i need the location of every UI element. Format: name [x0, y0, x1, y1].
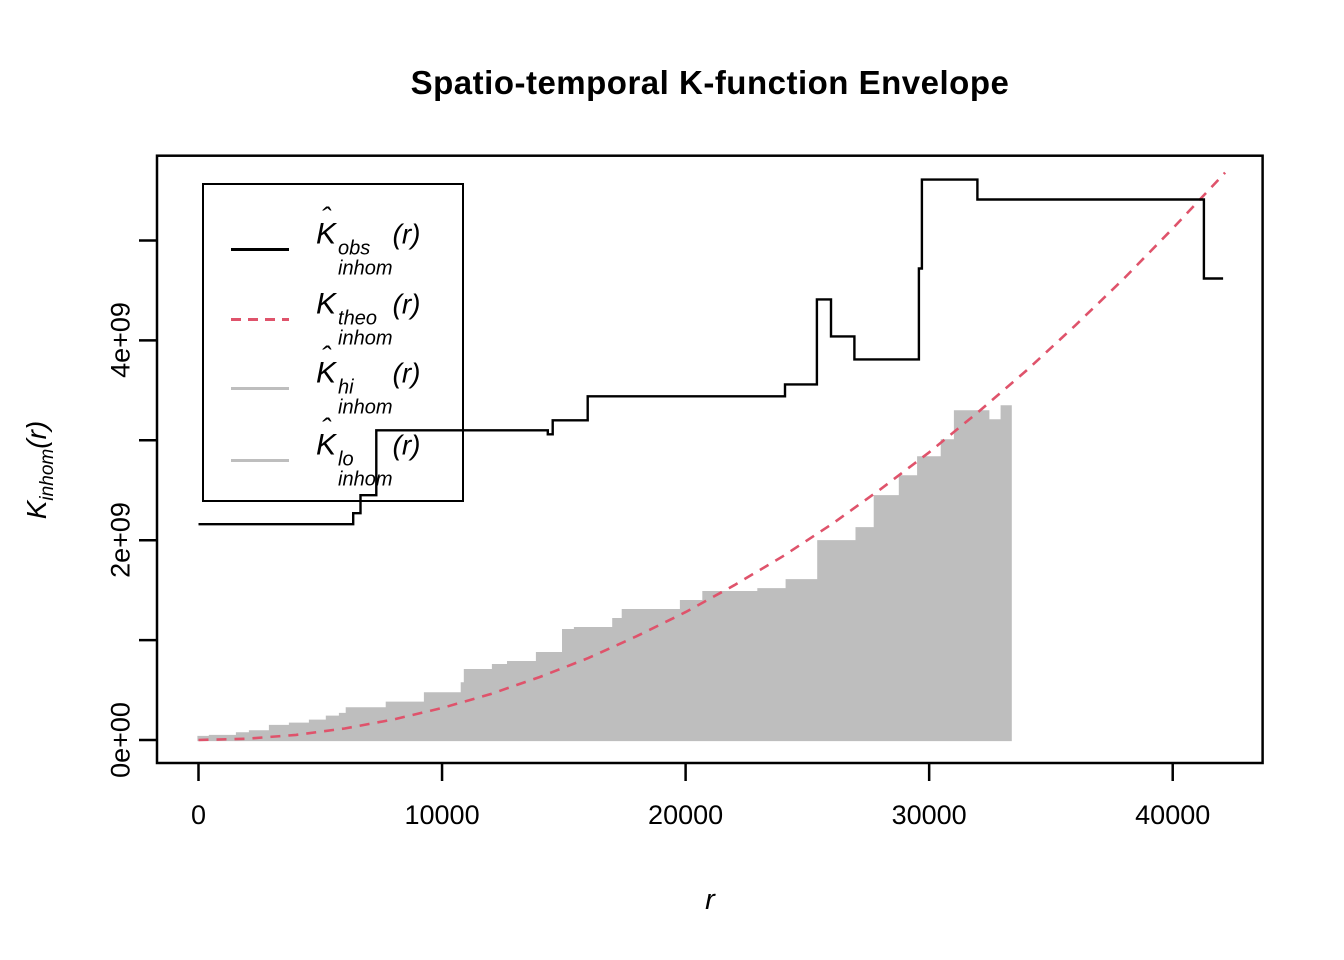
legend-line-theo	[231, 318, 289, 321]
y-axis-title-tail: (r)	[21, 420, 53, 449]
chart-title: Spatio-temporal K-function Envelope	[410, 64, 1010, 101]
legend-label-sub-lo: inhom	[338, 468, 393, 491]
legend-label-lo: K ˆ lo inhom (r)	[316, 413, 421, 490]
envelope-region	[197, 405, 1012, 742]
theoretical-curve	[198, 171, 1227, 742]
y-axis-title-main: K	[21, 500, 53, 520]
plot-frame	[155, 154, 1264, 765]
x-tick-label-30000: 30000	[891, 800, 967, 830]
x-axis-title: r	[705, 884, 715, 916]
y-tick-label-2e+09: 2e+09	[105, 502, 136, 579]
x-tick-label-40000: 40000	[1135, 800, 1211, 830]
y-axis-title: Kinhom(r)	[21, 421, 59, 520]
legend-label-obs: K ˆ obs inhom (r)	[316, 202, 421, 279]
legend-label-base-theo: K	[316, 287, 337, 321]
hat-accent-hi: ˆ	[321, 341, 331, 374]
y-tick-label-0e+00: 0e+00	[105, 702, 136, 778]
legend-line-obs	[231, 248, 289, 251]
x-tick-label-20000: 20000	[648, 800, 724, 830]
observed-curve	[198, 178, 1224, 526]
legend-line-lo	[231, 459, 289, 462]
legend-label-scripts-theo: theo inhom	[338, 309, 392, 349]
legend-label-sup-obs: obs	[338, 237, 371, 260]
legend-item-obs: K ˆ obs inhom (r)	[204, 202, 462, 280]
x-tick-label-0: 0	[190, 800, 207, 830]
legend-item-hi: K ˆ hi inhom (r)	[204, 341, 462, 419]
y-tick-label-4e+09: 4e+09	[105, 302, 136, 379]
legend-label-hi: K ˆ hi inhom (r)	[316, 341, 421, 418]
legend-label-sup-lo: lo	[338, 448, 354, 471]
legend-label-sub-theo: inhom	[338, 327, 393, 350]
legend-label-scripts-obs: obs inhom	[338, 239, 392, 279]
legend-label-tail-lo: (r)	[392, 429, 421, 461]
legend-label-tail-obs: (r)	[392, 218, 421, 250]
legend-label-sub-obs: inhom	[338, 257, 393, 280]
legend-line-hi	[231, 387, 289, 390]
legend-item-lo: K ˆ lo inhom (r)	[204, 413, 462, 491]
x-tick-label-10000: 10000	[404, 800, 480, 830]
legend-label-scripts-lo: lo inhom	[338, 450, 392, 490]
legend-label-scripts-hi: hi inhom	[338, 378, 392, 418]
y-axis-title-sub: inhom	[36, 448, 58, 501]
legend-label-sup-theo: theo	[338, 307, 377, 330]
hat-accent-obs: ˆ	[321, 202, 331, 235]
legend-label-sup-hi: hi	[338, 376, 354, 399]
legend-label-sub-hi: inhom	[338, 396, 393, 419]
legend-label-tail-hi: (r)	[392, 357, 421, 389]
hat-accent-lo: ˆ	[321, 413, 331, 446]
legend-label-tail-theo: (r)	[392, 288, 421, 320]
